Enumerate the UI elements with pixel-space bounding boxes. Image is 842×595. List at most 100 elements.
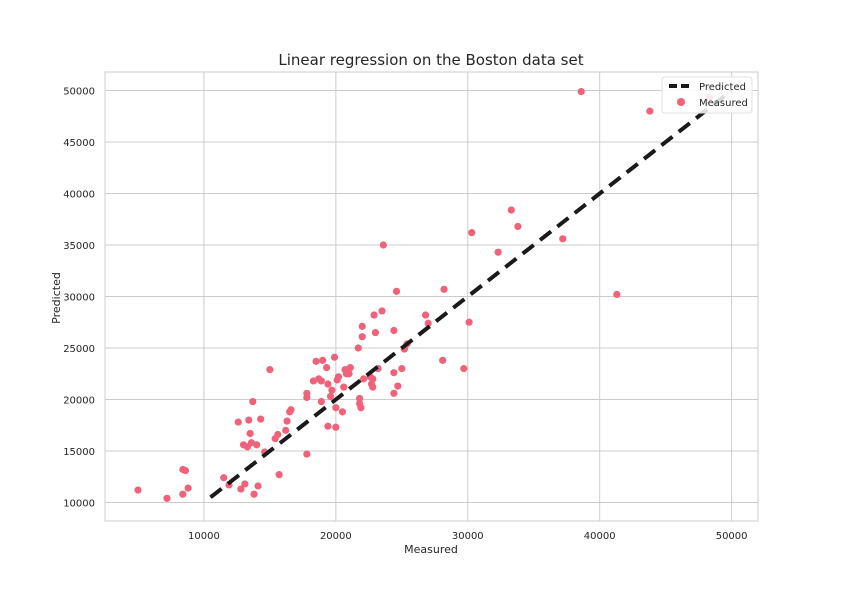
measured-point — [332, 404, 340, 412]
x-tick-label: 40000 — [584, 531, 616, 542]
y-tick-label: 10000 — [63, 498, 95, 509]
legend-predicted-label: Predicted — [699, 82, 746, 93]
measured-point — [303, 389, 311, 397]
measured-point — [379, 241, 387, 249]
measured-point — [356, 394, 364, 403]
measured-point — [369, 375, 377, 383]
plot-area — [104, 71, 759, 522]
x-tick-label: 30000 — [452, 531, 484, 542]
y-tick-label: 30000 — [63, 293, 95, 304]
measured-point — [134, 486, 142, 494]
measured-point — [369, 383, 377, 391]
measured-point — [324, 380, 332, 388]
measured-point — [312, 357, 320, 365]
measured-point — [334, 373, 343, 381]
measured-point — [338, 408, 347, 416]
measured-point — [421, 311, 430, 319]
measured-point — [253, 441, 261, 449]
measured-point — [326, 392, 335, 400]
measured-point — [357, 404, 365, 412]
measured-point — [257, 415, 265, 423]
measured-point — [317, 397, 325, 406]
x-tick-label: 50000 — [716, 531, 748, 542]
measured-point — [559, 235, 567, 243]
measured-point — [394, 382, 402, 390]
measured-point — [354, 344, 362, 352]
measured-point — [359, 375, 368, 383]
measured-point — [266, 366, 274, 374]
y-axis-label: Predicted — [50, 272, 63, 324]
y-axis-ticks: 10000 15000 20000 25000 30000 35000 40000 45000… — [63, 87, 95, 510]
measured-point — [330, 353, 339, 361]
measured-point — [245, 416, 253, 424]
measured-point — [390, 389, 398, 397]
predicted-line — [209, 88, 733, 499]
legend-measured-swatch — [677, 98, 685, 106]
legend: Predicted Measured — [661, 76, 753, 114]
measured-point — [323, 363, 331, 372]
measured-point — [507, 206, 515, 214]
y-tick-label: 25000 — [63, 344, 95, 355]
y-tick-label: 45000 — [63, 138, 95, 149]
measured-point — [328, 386, 336, 394]
measured-point — [577, 87, 585, 96]
y-tick-label: 20000 — [63, 395, 95, 406]
measured-point — [340, 383, 348, 391]
x-tick-label: 10000 — [188, 531, 220, 542]
measured-point — [613, 290, 621, 299]
measured-point — [392, 287, 401, 295]
x-axis-label: Measured — [404, 543, 458, 556]
measured-point — [358, 322, 366, 330]
measured-point — [181, 466, 190, 475]
measured-point — [324, 422, 332, 430]
y-tick-label: 15000 — [63, 447, 95, 458]
measured-point — [468, 229, 476, 237]
measured-point — [390, 326, 398, 335]
y-tick-label: 50000 — [63, 87, 95, 98]
measured-point — [249, 397, 257, 406]
measured-point — [440, 285, 448, 293]
measured-point — [234, 418, 242, 426]
measured-point — [237, 485, 245, 493]
measured-point — [287, 406, 295, 414]
measured-point — [460, 364, 468, 373]
measured-point — [494, 248, 502, 256]
chart-title: Linear regression on the Boston data set — [278, 51, 583, 69]
measured-point — [424, 319, 432, 327]
legend-measured-label: Measured — [699, 98, 748, 109]
measured-point — [332, 423, 340, 431]
measured-point — [390, 369, 398, 377]
measured-point — [254, 482, 262, 490]
measured-point — [163, 494, 171, 502]
measured-point — [303, 450, 311, 458]
measured-point — [319, 356, 327, 364]
x-tick-label: 20000 — [320, 531, 352, 542]
measured-point — [220, 474, 228, 482]
measured-points — [134, 87, 713, 502]
measured-point — [317, 377, 325, 385]
measured-point — [398, 364, 406, 373]
measured-point — [378, 307, 386, 315]
measured-point — [246, 429, 254, 438]
measured-point — [184, 484, 192, 492]
measured-point — [282, 426, 290, 434]
measured-point — [358, 333, 366, 341]
measured-point — [345, 370, 353, 378]
y-tick-label: 40000 — [63, 190, 95, 201]
measured-point — [514, 222, 522, 231]
measured-point — [283, 417, 291, 425]
measured-point — [371, 328, 380, 337]
measured-point — [274, 430, 282, 439]
y-tick-label: 35000 — [63, 241, 95, 252]
measured-point — [250, 490, 258, 498]
grid — [105, 72, 758, 521]
measured-point — [275, 471, 283, 479]
x-axis-ticks: 10000 20000 30000 40000 50000 — [188, 531, 747, 542]
measured-point — [646, 107, 654, 115]
measured-point — [179, 490, 187, 498]
measured-point — [465, 318, 473, 326]
measured-point — [346, 363, 354, 372]
measured-point — [439, 356, 447, 364]
measured-point — [241, 480, 249, 488]
